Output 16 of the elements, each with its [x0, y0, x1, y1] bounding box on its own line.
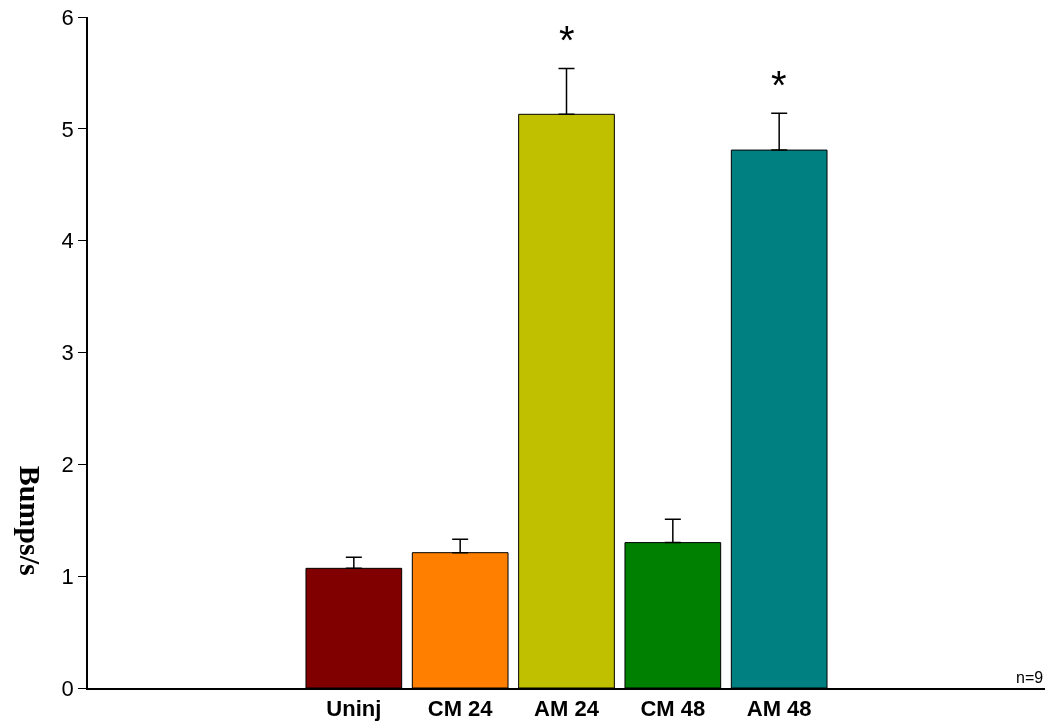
x-tick-label: CM 48: [640, 696, 706, 722]
y-tick-label: 3: [61, 340, 74, 366]
annotation: *: [771, 63, 787, 107]
x-tick-label: CM 24: [427, 696, 494, 722]
x-tick-label: Uninj: [326, 696, 382, 722]
annotation: n=9: [1016, 669, 1044, 686]
x-tick-label: AM 48: [746, 696, 812, 722]
annotation: *: [559, 18, 575, 62]
x-tick-label: AM 24: [534, 696, 600, 722]
y-axis-title: Bumps/s: [13, 465, 47, 576]
y-tick-label: 4: [61, 228, 74, 254]
y-tick-label: 6: [61, 4, 74, 30]
y-tick-label: 2: [61, 452, 74, 478]
y-tick-label: 1: [61, 563, 74, 589]
y-tick-label: 5: [61, 116, 74, 142]
y-tick-label: 0: [61, 675, 74, 701]
